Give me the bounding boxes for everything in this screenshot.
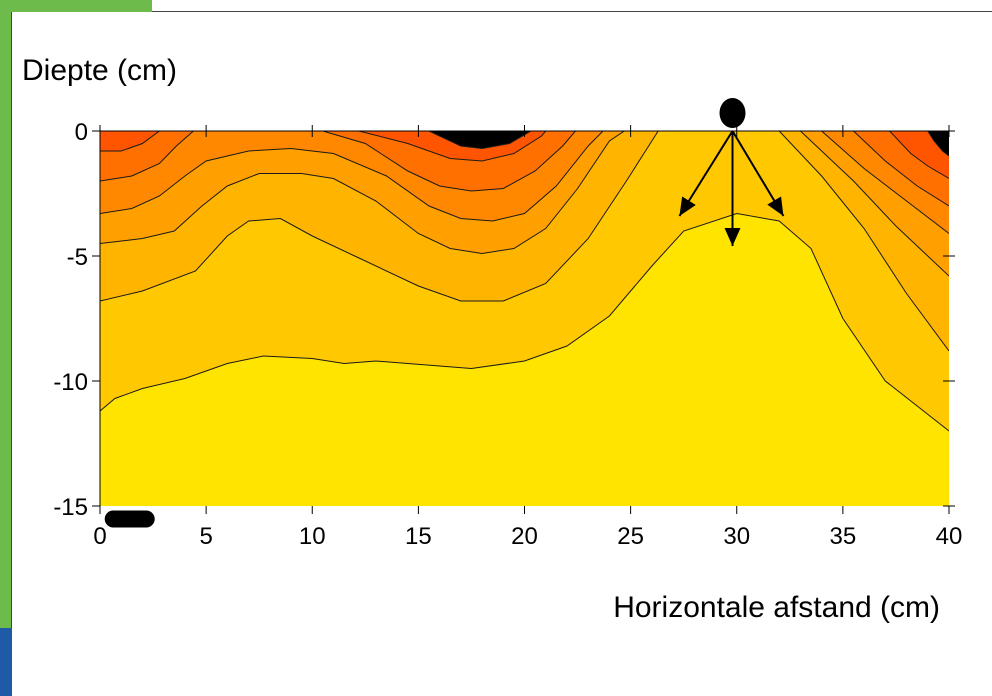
x-tick-label-4: 20 [511,523,538,550]
green-side-bar [0,0,12,628]
tick-labels: 0 5 10 15 20 25 30 35 40 0 -5 -10 -15 [53,119,962,550]
contour-line-11 [358,131,547,162]
x-tick-label-2: 10 [299,523,326,550]
contour-band-8-14 [927,131,949,156]
contour-line-12 [889,131,949,179]
contour-line-2 [778,131,949,352]
blue-side-bar [0,628,12,696]
frame-left-line [11,12,12,628]
y-tick-label-1: -5 [67,244,88,271]
contour-line-1 [100,131,737,302]
contour-line-0 [100,212,949,432]
contour-line-5 [100,131,604,222]
x-tick-label-8: 40 [936,523,963,550]
contour-line-9 [853,131,949,207]
contour-line-10 [100,131,160,152]
y-tick-label-2: -10 [53,369,88,396]
x-tick-label-5: 25 [617,523,644,550]
annotations [104,98,785,528]
source-dot-marker [719,98,746,128]
contour-line-3 [100,131,625,255]
arrow-head-2 [767,196,784,216]
x-tick-label-7: 35 [830,523,857,550]
frame-top-line [152,11,992,12]
green-top-bar [0,0,152,12]
x-tick-label-1: 5 [199,523,212,550]
contour-line-13 [428,131,532,150]
x-tick-label-3: 15 [405,523,432,550]
arrow-head-1 [724,228,741,246]
contour-line-4 [800,131,949,277]
x-axis-title: Horizontale afstand (cm) [613,591,940,624]
contour-band-7-10 [100,131,160,151]
y-axis-title: Diepte (cm) [22,54,177,87]
y-tick-label-0: 0 [75,119,88,146]
contour-line-7 [100,131,194,182]
capsule-marker [104,510,155,528]
contour-line-6 [821,131,949,234]
x-tick-label-6: 30 [723,523,750,550]
y-tick-label-3: -15 [53,494,88,521]
arrow-head-0 [679,196,696,216]
contour-line-8 [322,131,576,192]
contour-lines [100,131,949,432]
x-tick-label-0: 0 [93,523,106,550]
contour-line-14 [927,131,949,157]
contour-band-7-12 [889,131,949,179]
plot-area [100,131,949,506]
axes [92,125,955,514]
